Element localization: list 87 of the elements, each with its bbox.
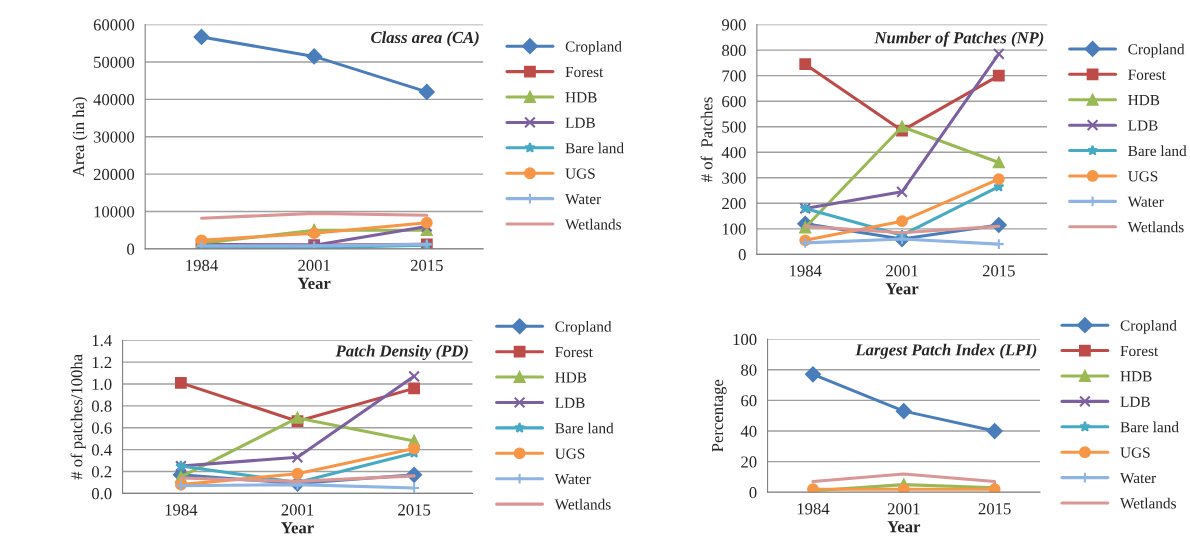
y-tick-label: 30000	[93, 131, 135, 143]
legend-label: HDB	[555, 372, 587, 383]
y-tick-label: 0.4	[91, 444, 112, 456]
legend-label: Forest	[555, 347, 593, 358]
legend-label: LDB	[555, 397, 585, 408]
x-axis-title: Year	[281, 522, 314, 534]
legend-label: UGS	[565, 168, 595, 179]
x-tick-label: 1984	[186, 259, 218, 272]
legend-label: Cropland	[565, 40, 622, 55]
y-tick-label: 600	[722, 95, 746, 108]
legend-label: Cropland	[1120, 319, 1177, 334]
legend-label: Bare land	[1128, 145, 1187, 157]
legend-label: LDB	[1120, 396, 1150, 407]
x-tick-label: 2015	[398, 504, 431, 516]
y-tick-label: 20000	[93, 168, 135, 181]
legend-label: Bare land	[565, 142, 624, 154]
legend-label: Bare land	[555, 422, 614, 434]
y-tick-label: 20	[741, 456, 757, 468]
y-tick-label: 1.0	[92, 378, 112, 391]
y-axis-title: Area (in ha)	[72, 97, 88, 177]
legend-label: LDB	[1128, 120, 1158, 131]
y-tick-label: 0	[127, 243, 135, 255]
y-tick-label: 0.2	[91, 466, 112, 478]
chart-title: Number of Patches (NP)	[874, 31, 1044, 47]
y-tick-label: 0.8	[91, 400, 112, 412]
x-tick-label: 1984	[790, 265, 822, 277]
y-tick-label: 200	[722, 198, 746, 210]
legend-label: Water	[554, 474, 591, 485]
y-tick-label: 1.4	[92, 335, 112, 347]
chart-title: Patch Density (PD)	[335, 344, 468, 360]
x-tick-label: 2001	[281, 504, 314, 516]
x-tick-label: 1984	[165, 504, 198, 516]
x-tick-label: 2015	[978, 503, 1011, 515]
x-axis-title: Year	[297, 277, 331, 289]
y-tick-label: 50000	[94, 56, 135, 68]
y-tick-label: 500	[722, 121, 746, 133]
x-tick-label: 2015	[982, 265, 1015, 277]
x-tick-label: 2015	[410, 259, 443, 272]
x-tick-label: 2001	[298, 259, 330, 272]
legend-label: LDB	[565, 117, 595, 128]
x-axis-title: Year	[887, 521, 921, 533]
legend-label: Wetlands	[554, 498, 611, 510]
x-tick-label: 1984	[797, 503, 830, 515]
y-tick-label: 100	[733, 333, 757, 346]
legend-label: Wetlands	[1120, 497, 1176, 509]
legend-label: UGS	[1120, 447, 1150, 458]
legend-label: HDB	[1128, 95, 1160, 106]
y-tick-label: 0	[749, 487, 757, 499]
y-tick-label: 100	[722, 223, 746, 235]
x-tick-label: 2001	[887, 503, 920, 515]
y-axis-title: Percentage	[712, 379, 727, 452]
y-tick-label: 1.2	[92, 356, 112, 369]
legend-label: Water	[1127, 196, 1164, 207]
legend-label: Water	[565, 193, 602, 205]
legend-label: Forest	[1120, 345, 1159, 357]
y-axis-title: # of patches/100ha	[70, 354, 86, 480]
y-tick-label: 60	[741, 395, 757, 407]
legend-label: Wetlands	[1127, 221, 1184, 233]
legend-label: Water	[1120, 472, 1156, 484]
y-tick-label: 0	[738, 249, 746, 261]
legend-label: Cropland	[1128, 43, 1185, 58]
legend-label: Wetlands	[565, 218, 621, 230]
y-tick-label: 0.0	[91, 488, 112, 500]
y-tick-label: 900	[721, 19, 746, 31]
y-tick-label: 80	[741, 364, 757, 376]
y-axis-title: # of Patches	[700, 97, 713, 182]
y-tick-label: 10000	[94, 206, 135, 218]
y-tick-label: 400	[721, 146, 746, 159]
chart-title: Largest Patch Index (LPI)	[855, 343, 1037, 359]
y-tick-label: 40	[740, 425, 757, 437]
y-tick-label: 800	[722, 44, 746, 57]
legend-label: HDB	[565, 92, 597, 103]
legend-label: Forest	[565, 66, 604, 78]
x-axis-title: Year	[885, 283, 919, 295]
y-tick-label: 60000	[93, 19, 135, 31]
y-tick-label: 0.6	[91, 422, 112, 434]
y-tick-label: 300	[722, 172, 746, 184]
y-tick-label: 700	[722, 70, 746, 82]
y-tick-label: 40000	[93, 94, 135, 106]
legend-label: Cropland	[555, 321, 612, 335]
legend-label: Forest	[1128, 69, 1166, 80]
chart-title: Class area (CA)	[371, 31, 479, 47]
legend-label: UGS	[555, 448, 585, 459]
legend-label: Bare land	[1120, 421, 1179, 433]
x-tick-label: 2001	[886, 265, 918, 277]
legend-label: UGS	[1128, 171, 1158, 182]
legend-label: HDB	[1120, 371, 1152, 382]
